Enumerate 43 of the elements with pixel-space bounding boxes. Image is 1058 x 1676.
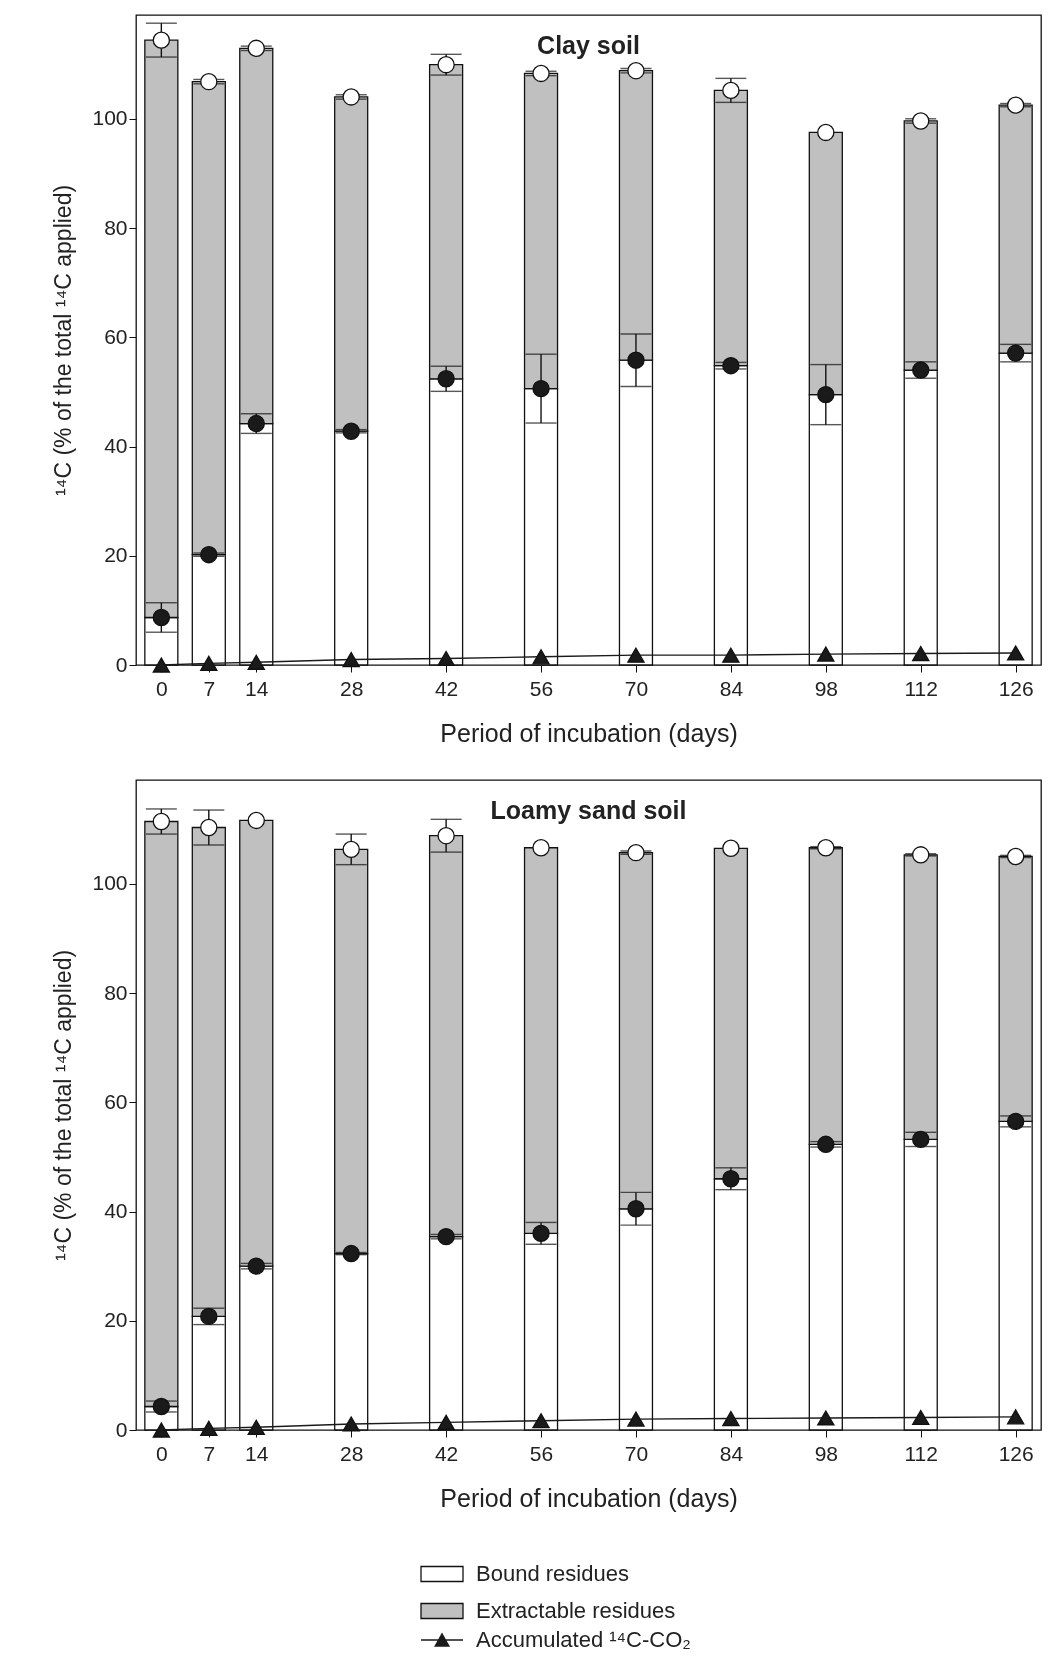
x-tick-label: 84 [719, 676, 744, 700]
x-tick-label: 70 [624, 1441, 649, 1465]
x-tick-label: 14 [245, 676, 269, 700]
y-tick-label: 80 [104, 215, 128, 239]
x-tick-label: 98 [814, 1441, 838, 1465]
x-tick-label: 56 [529, 676, 554, 700]
text: Clay soil [537, 31, 640, 59]
x-tick-label: 70 [624, 676, 649, 700]
x-tick-label: 126 [998, 676, 1034, 700]
y-tick-label: 20 [104, 1308, 128, 1332]
legend-label: Bound residues [476, 1561, 629, 1586]
y-tick-label: 40 [104, 434, 128, 458]
x-tick-label: 7 [203, 676, 216, 700]
y-tick-label: 60 [104, 324, 128, 348]
x-tick-label: 28 [340, 1441, 364, 1465]
y-tick-label: 40 [104, 1199, 128, 1223]
x-tick-label: 98 [814, 676, 838, 700]
legend-label: Extractable residues [476, 1598, 676, 1623]
x-tick-label: 84 [719, 1441, 744, 1465]
x-axis-title: Period of incubation (days) [440, 718, 738, 747]
legend-label: Accumulated ¹⁴C-CO₂ [476, 1627, 691, 1652]
x-tick-label: 7 [203, 1441, 216, 1465]
x-tick-label: 28 [340, 676, 364, 700]
y-tick-label: 20 [104, 543, 128, 567]
y-axis-title: ¹⁴C (% of the total ¹⁴C applied) [50, 949, 77, 1262]
y-tick-label: 0 [115, 652, 128, 676]
y-tick-label: 100 [92, 871, 128, 895]
text: Loamy sand soil [490, 796, 687, 824]
x-tick-label: 0 [156, 676, 168, 700]
x-tick-label: 126 [998, 1441, 1034, 1465]
x-tick-label: 112 [904, 1441, 938, 1465]
x-tick-label: 14 [245, 1441, 269, 1465]
y-tick-label: 60 [104, 1089, 128, 1113]
x-tick-label: 0 [156, 1441, 168, 1465]
x-tick-label: 56 [529, 1441, 554, 1465]
y-tick-label: 100 [92, 106, 128, 130]
y-tick-label: 80 [104, 980, 128, 1004]
x-tick-label: 42 [434, 676, 459, 700]
x-tick-label: 42 [434, 1441, 459, 1465]
y-axis-title: ¹⁴C (% of the total ¹⁴C applied) [50, 184, 77, 497]
x-axis-title: Period of incubation (days) [440, 1483, 738, 1512]
y-tick-label: 0 [115, 1417, 128, 1441]
x-tick-label: 112 [904, 676, 938, 700]
